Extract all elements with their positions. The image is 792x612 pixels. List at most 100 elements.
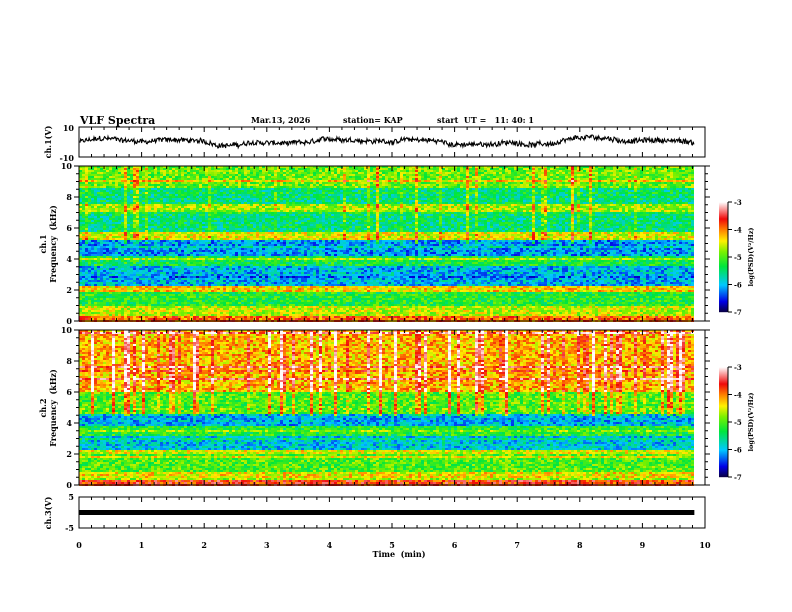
spectrogram-cell: [301, 186, 304, 188]
spectrogram-cell: [496, 206, 499, 208]
spectrogram-cell: [190, 184, 193, 186]
spectrogram-cell: [226, 176, 229, 178]
spectrogram-cell: [643, 192, 646, 194]
spectrogram-cell: [526, 174, 529, 176]
spectrogram-cell: [382, 196, 385, 198]
spectrogram-cell: [562, 212, 565, 214]
spectrogram-cell: [364, 184, 367, 186]
spectrogram-cell: [172, 186, 175, 188]
spectrogram-cell: [394, 168, 397, 170]
spectrogram-cell: [349, 190, 352, 192]
spectrogram-cell: [448, 182, 451, 184]
spectrogram-cell: [448, 176, 451, 178]
spectrogram-cell: [178, 188, 181, 190]
spectrogram-cell: [355, 168, 358, 170]
spectrogram-cell: [634, 208, 637, 210]
spectrogram-cell: [247, 184, 250, 186]
spectrogram-cell: [658, 198, 661, 200]
spectrogram-cell: [628, 210, 631, 212]
spectrogram-cell: [172, 192, 175, 194]
spectrogram-cell: [184, 172, 187, 174]
spectrogram-cell: [406, 204, 409, 206]
spectrogram-cell: [190, 200, 193, 202]
spectrogram-cell: [553, 176, 556, 178]
spectrogram-cell: [556, 212, 559, 214]
spectrogram-cell: [367, 192, 370, 194]
spectrogram-cell: [175, 206, 178, 208]
spectrogram-cell: [442, 202, 445, 204]
spectrogram-cell: [220, 194, 223, 196]
spectrogram-cell: [574, 168, 577, 170]
spectrogram-cell: [106, 194, 109, 196]
spectrogram-cell: [169, 190, 172, 192]
spectrogram-cell: [544, 206, 547, 208]
spectrogram-cell: [628, 186, 631, 188]
spectrogram-cell: [493, 196, 496, 198]
spectrogram-cell: [604, 200, 607, 202]
spectrogram-cell: [652, 180, 655, 182]
spectrogram-cell: [181, 166, 184, 168]
spectrogram-cell: [541, 202, 544, 204]
spectrogram-cell: [112, 182, 115, 184]
spectrogram-cell: [610, 184, 613, 186]
spectrogram-cell: [604, 190, 607, 192]
spectrogram-cell: [520, 212, 523, 214]
spectrogram-cell: [112, 202, 115, 204]
spectrogram-cell: [142, 194, 145, 196]
spectrogram-cell: [376, 212, 379, 214]
spectrogram-cell: [85, 180, 88, 182]
spectrogram-cell: [502, 168, 505, 170]
spectrogram-cell: [190, 194, 193, 196]
spectrogram-cell: [523, 168, 526, 170]
spectrogram-cell: [220, 166, 223, 168]
spectrogram-cell: [481, 182, 484, 184]
spectrogram-cell: [532, 190, 535, 192]
spectrogram-cell: [628, 194, 631, 196]
spectrogram-cell: [421, 172, 424, 174]
spectrogram-cell: [319, 166, 322, 168]
spectrogram-cell: [364, 190, 367, 192]
spectrogram-cell: [94, 210, 97, 212]
spectrogram-cell: [262, 172, 265, 174]
spectrogram-cell: [91, 204, 94, 206]
spectrogram-cell: [292, 206, 295, 208]
spectrogram-cell: [469, 200, 472, 202]
spectrogram-cell: [601, 178, 604, 180]
spectrogram-cell: [484, 194, 487, 196]
spectrogram-cell: [655, 182, 658, 184]
spectrogram-cell: [565, 206, 568, 208]
spectrogram-cell: [403, 212, 406, 214]
spectrogram-cell: [409, 182, 412, 184]
spectrogram-cell: [622, 172, 625, 174]
spectrogram-cell: [112, 184, 115, 186]
spectrogram-cell: [304, 182, 307, 184]
spectrogram-cell: [394, 196, 397, 198]
spectrogram-cell: [169, 198, 172, 200]
spectrogram-cell: [217, 176, 220, 178]
spectrogram-cell: [391, 172, 394, 174]
spectrogram-cell: [592, 178, 595, 180]
spectrogram-cell: [364, 194, 367, 196]
spectrogram-cell: [175, 200, 178, 202]
spectrogram-cell: [529, 170, 532, 172]
spectrogram-cell: [202, 182, 205, 184]
spectrogram-cell: [148, 192, 151, 194]
spectrogram-cell: [130, 192, 133, 194]
spectrogram-cell: [193, 176, 196, 178]
spectrogram-cell: [499, 192, 502, 194]
spectrogram-cell: [559, 196, 562, 198]
spectrogram-cell: [106, 202, 109, 204]
spectrogram-cell: [208, 168, 211, 170]
spectrogram-cell: [370, 206, 373, 208]
spectrogram-cell: [283, 170, 286, 172]
spectrogram-cell: [550, 188, 553, 190]
spectrogram-cell: [571, 170, 574, 172]
spectrogram-cell: [148, 206, 151, 208]
spectrogram-cell: [214, 172, 217, 174]
spectrogram-cell: [217, 170, 220, 172]
spectrogram-cell: [166, 172, 169, 174]
spectrogram-cell: [643, 170, 646, 172]
spectrogram-cell: [673, 184, 676, 186]
spectrogram-cell: [625, 176, 628, 178]
spectrogram-cell: [337, 170, 340, 172]
